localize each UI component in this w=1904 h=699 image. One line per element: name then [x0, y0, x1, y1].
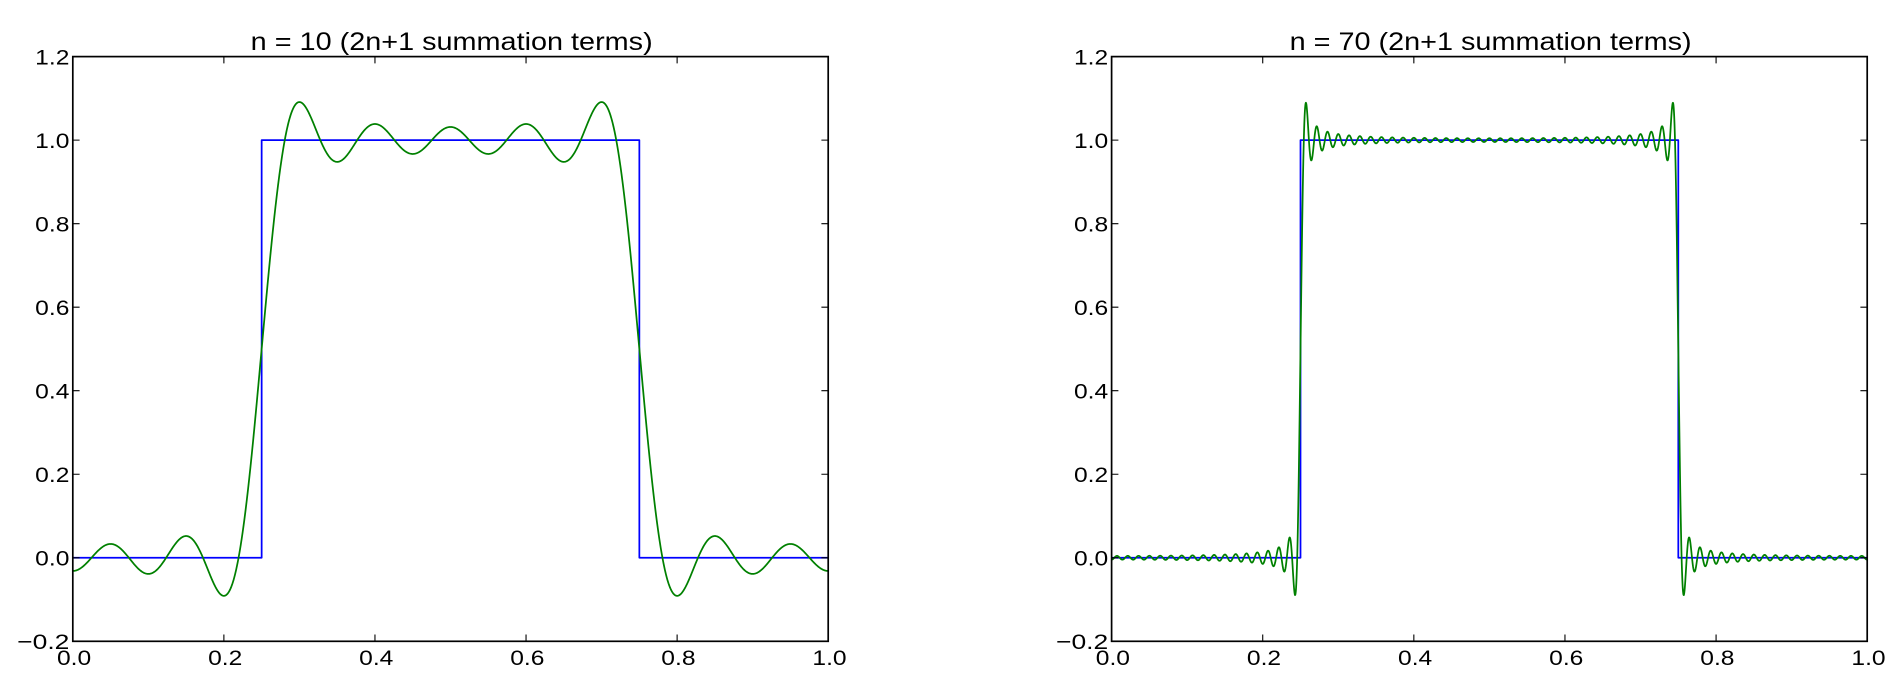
svg-text:1.0: 1.0	[1074, 129, 1108, 153]
svg-text:0.8: 0.8	[35, 212, 69, 236]
svg-text:0.2: 0.2	[208, 646, 242, 670]
svg-text:0.0: 0.0	[1074, 546, 1108, 570]
svg-text:0.8: 0.8	[661, 646, 695, 670]
svg-text:0.8: 0.8	[1700, 646, 1734, 670]
svg-text:0.6: 0.6	[510, 646, 544, 670]
svg-text:−0.2: −0.2	[17, 630, 69, 654]
svg-text:0.6: 0.6	[1074, 296, 1108, 320]
svg-text:0.8: 0.8	[1074, 212, 1108, 236]
svg-text:0.4: 0.4	[1074, 379, 1108, 403]
svg-text:n = 10 (2n+1 summation terms): n = 10 (2n+1 summation terms)	[251, 28, 653, 56]
svg-text:1.0: 1.0	[35, 129, 69, 153]
svg-text:1.0: 1.0	[812, 646, 846, 670]
svg-text:0.0: 0.0	[57, 646, 91, 670]
svg-text:0.2: 0.2	[1074, 463, 1108, 487]
svg-text:1.2: 1.2	[1074, 45, 1108, 69]
svg-text:0.0: 0.0	[1096, 646, 1130, 670]
svg-text:n = 70 (2n+1 summation terms): n = 70 (2n+1 summation terms)	[1290, 28, 1692, 56]
svg-text:0.0: 0.0	[35, 546, 69, 570]
svg-text:0.4: 0.4	[359, 646, 393, 670]
svg-text:1.0: 1.0	[1851, 646, 1885, 670]
svg-text:1.2: 1.2	[35, 45, 69, 69]
svg-text:0.4: 0.4	[35, 379, 69, 403]
svg-text:0.4: 0.4	[1398, 646, 1432, 670]
svg-text:0.6: 0.6	[35, 296, 69, 320]
svg-text:0.2: 0.2	[35, 463, 69, 487]
svg-text:0.2: 0.2	[1247, 646, 1281, 670]
svg-text:0.6: 0.6	[1549, 646, 1583, 670]
svg-text:−0.2: −0.2	[1056, 630, 1108, 654]
